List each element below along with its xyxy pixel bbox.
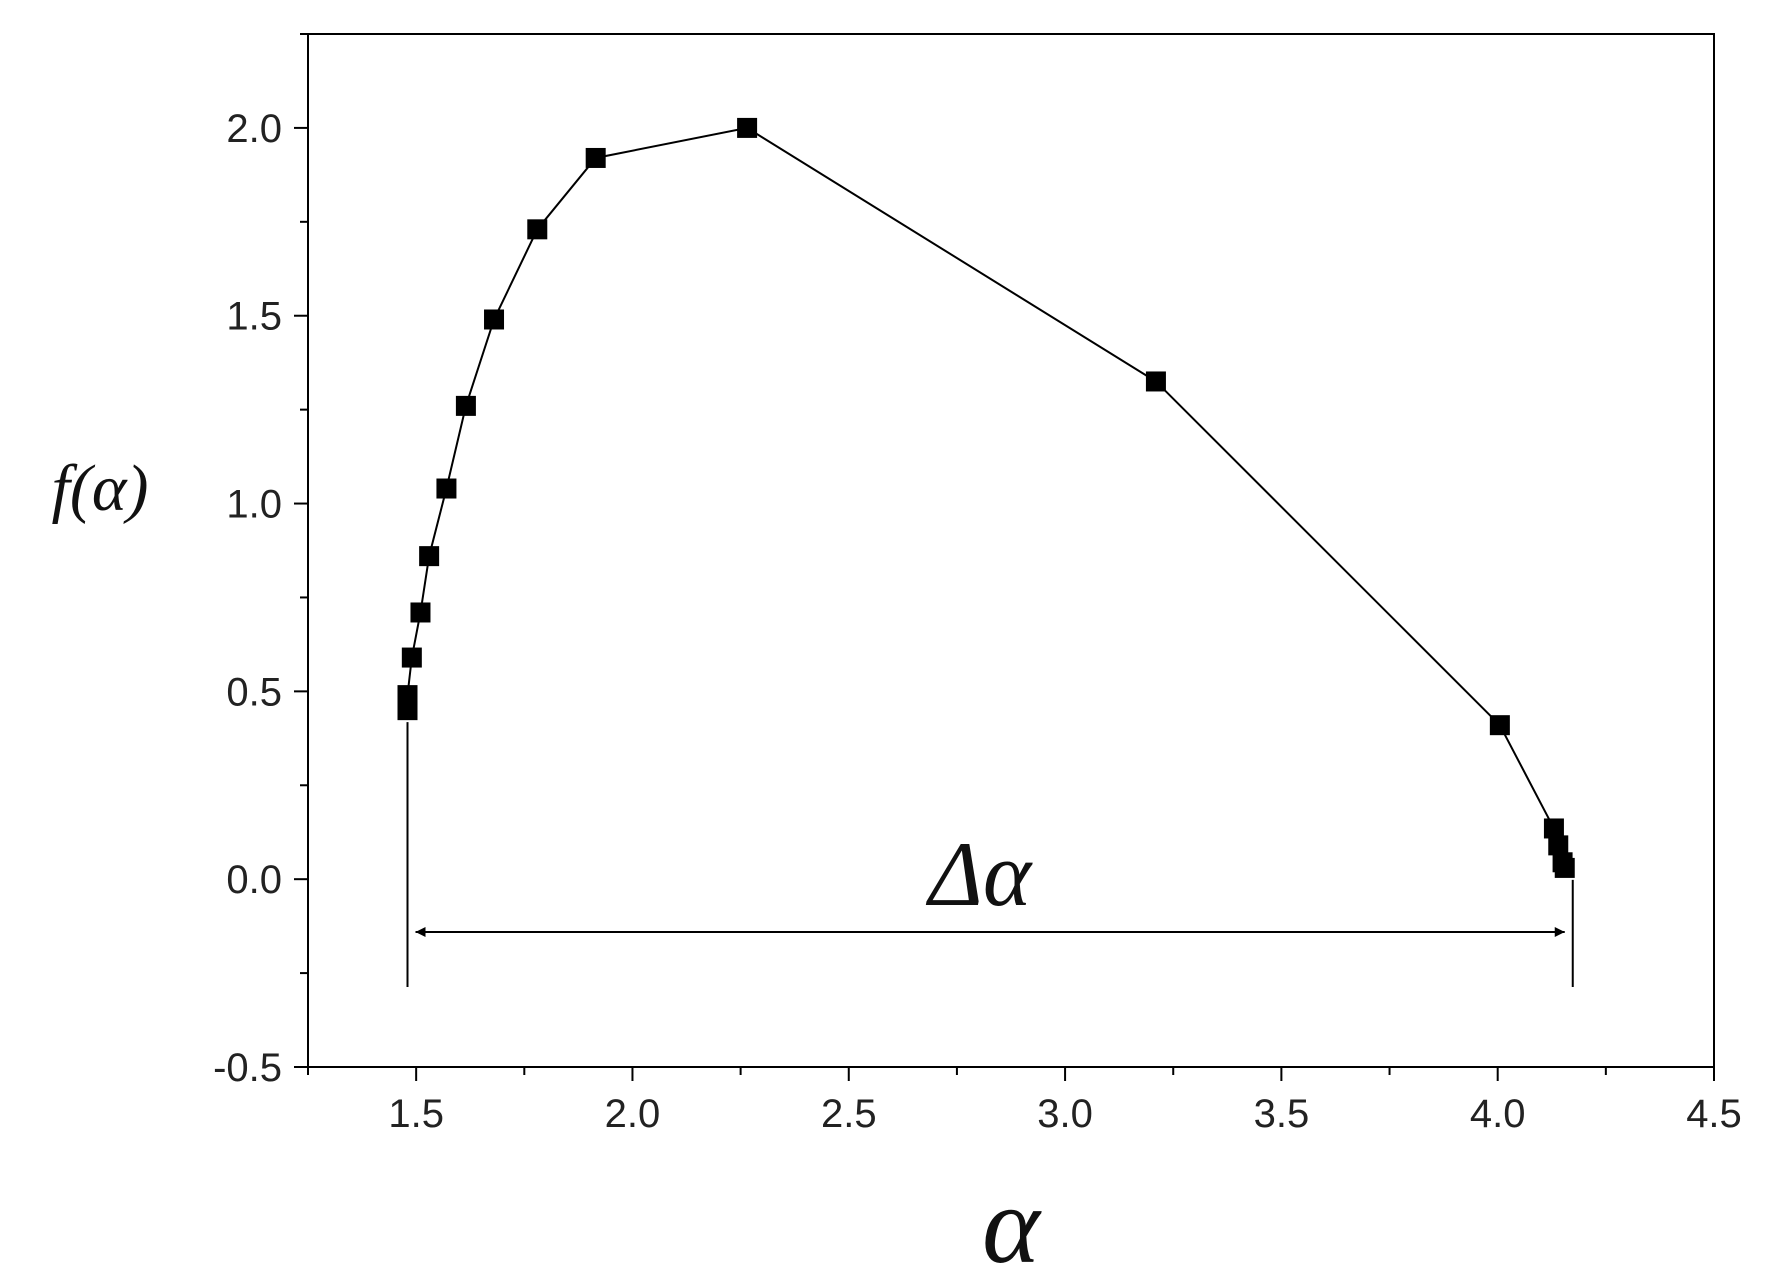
y-tick-label: 0.5 <box>226 670 282 714</box>
y-tick-label: 1.5 <box>226 295 282 339</box>
data-point <box>484 309 505 330</box>
x-axis-label: α <box>982 1164 1042 1279</box>
data-point <box>1489 715 1510 736</box>
data-point <box>410 602 431 623</box>
data-point <box>737 117 758 138</box>
data-point <box>1554 857 1575 878</box>
data-point <box>419 546 440 567</box>
y-tick-label: -0.5 <box>213 1046 282 1090</box>
x-tick-label: 2.0 <box>605 1092 661 1136</box>
data-point <box>397 700 418 721</box>
data-point <box>401 647 422 668</box>
data-point <box>1543 818 1564 839</box>
series-line <box>406 126 1566 869</box>
data-point <box>1548 835 1569 856</box>
x-tick-label: 1.5 <box>388 1092 444 1136</box>
data-point <box>436 478 457 499</box>
plot-frame <box>307 33 1715 1068</box>
data-point <box>527 219 548 240</box>
x-tick-label: 3.0 <box>1037 1092 1093 1136</box>
y-axis-label: f(α) <box>52 452 149 525</box>
annotation: Δα <box>925 823 1033 925</box>
data-point <box>397 685 418 706</box>
y-tick-label: 1.0 <box>226 483 282 527</box>
data-point <box>1145 371 1166 392</box>
data-point <box>455 395 476 416</box>
x-tick-label: 3.5 <box>1254 1092 1310 1136</box>
x-tick-label: 2.5 <box>821 1092 877 1136</box>
y-tick-label: 2.0 <box>226 107 282 151</box>
x-tick-label: 4.5 <box>1686 1092 1742 1136</box>
x-tick-label: 4.0 <box>1470 1092 1526 1136</box>
data-point <box>585 147 606 168</box>
y-tick-label: 0.0 <box>226 858 282 902</box>
